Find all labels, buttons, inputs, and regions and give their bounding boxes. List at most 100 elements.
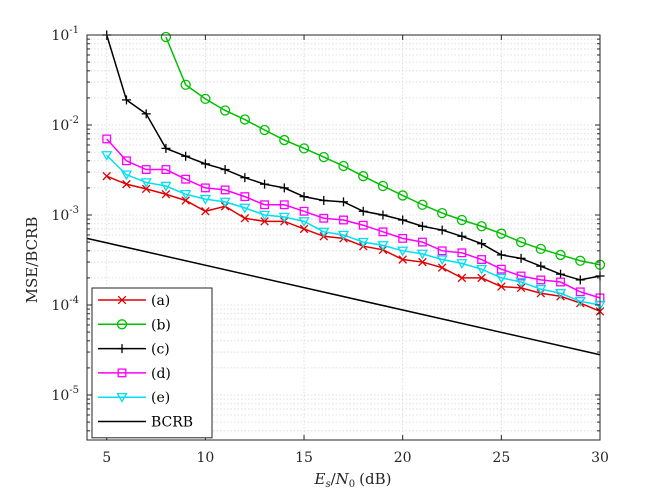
data-point-b [358,171,369,182]
data-point-d [161,165,171,174]
data-point-e [318,227,330,238]
data-point-c [299,192,309,202]
data-point-c [141,109,151,119]
data-point-c [496,250,506,260]
data-point-e [298,217,310,227]
legend-label: (d) [151,366,171,382]
legend: (a) (b) (c) (d) (e) BCRB [91,287,213,439]
series-line-b [165,36,601,266]
y-tick-label: 10-4 [51,295,79,314]
data-point-b [555,249,566,261]
data-point-d [378,227,388,237]
data-point-a [299,224,309,234]
data-point-a [141,184,151,194]
data-point-d [457,248,467,258]
data-point-d [181,174,191,184]
data-point-d [220,185,230,195]
data-point-c [457,231,467,241]
data-point-b [259,124,270,136]
data-point-c [200,159,210,169]
data-point-e [574,297,586,307]
legend-marker [116,319,128,330]
data-point-c [358,206,368,216]
data-point-d [575,287,585,297]
y-tick-label: 10-5 [51,385,79,404]
data-point-b [417,199,428,210]
legend-marker [117,344,127,354]
data-point-a [122,179,131,189]
legend-entry-bcrb: BCRB [98,415,193,431]
plot-frame [86,34,601,441]
data-point-a [497,282,506,291]
data-point-e [397,246,409,257]
legend-entry-e: (e) [98,390,170,406]
data-point-b [200,93,211,105]
data-point-c [220,165,230,175]
data-point-a [181,196,190,205]
x-tick-label: 5 [102,450,111,466]
data-point-c [516,253,526,263]
plot-series [86,30,606,356]
data-point-d [398,233,408,243]
data-point-d [516,271,526,281]
data-point-b [515,236,527,248]
data-point-a [477,273,486,283]
data-point-c [417,221,427,231]
data-point-d [299,206,309,216]
data-point-c [437,225,447,235]
data-point-e [436,255,448,266]
series-d [102,134,605,303]
data-point-a [457,273,467,283]
x-axis-label: Es/N0 (dB) [314,470,392,490]
data-point-c [378,210,388,220]
legend-entry-b: (b) [98,317,171,333]
data-point-a [240,213,250,223]
data-point-a [398,255,407,264]
data-point-c [536,261,546,271]
data-point-d [260,200,270,210]
x-tick-label: 10 [196,450,214,466]
data-point-b [377,180,389,192]
data-point-e [377,241,389,251]
y-tick-label: 10-3 [51,205,79,224]
data-point-e [278,212,290,223]
data-point-d [319,213,329,223]
y-tick-label: 10-1 [51,25,79,44]
data-point-e [101,151,113,161]
data-point-c [260,179,270,189]
data-point-d [358,220,368,230]
data-point-d [122,156,131,166]
data-point-d [536,275,546,285]
data-point-b [338,160,349,172]
series-bcrb [86,237,601,356]
data-point-c [279,183,289,193]
data-point-d [417,237,427,247]
data-point-b [279,134,290,146]
data-point-a [437,263,447,272]
data-point-e [535,284,547,295]
data-point-d [200,183,210,193]
data-point-c [181,151,191,161]
data-point-b [298,143,310,154]
data-point-b [496,228,507,239]
data-point-e [475,264,488,275]
data-point-a [201,206,210,216]
axis-ticks: 5 10 15 20 25 30 10-5 10-4 10-3 10-2 10-1 [51,25,608,466]
data-point-a [260,217,269,226]
data-point-d [240,192,250,202]
data-point-e [416,249,429,260]
series-line-bcrb [86,237,601,356]
data-point-b [180,79,191,90]
data-point-e [495,273,507,284]
legend-label: (c) [151,342,170,358]
series-c [102,30,605,285]
data-point-d [437,246,447,256]
data-point-e [456,259,468,269]
data-point-a [161,189,171,199]
data-point-c [339,197,348,207]
data-point-a [516,283,526,293]
data-point-b [219,105,231,116]
data-point-e [337,230,350,241]
data-point-d [339,215,348,225]
